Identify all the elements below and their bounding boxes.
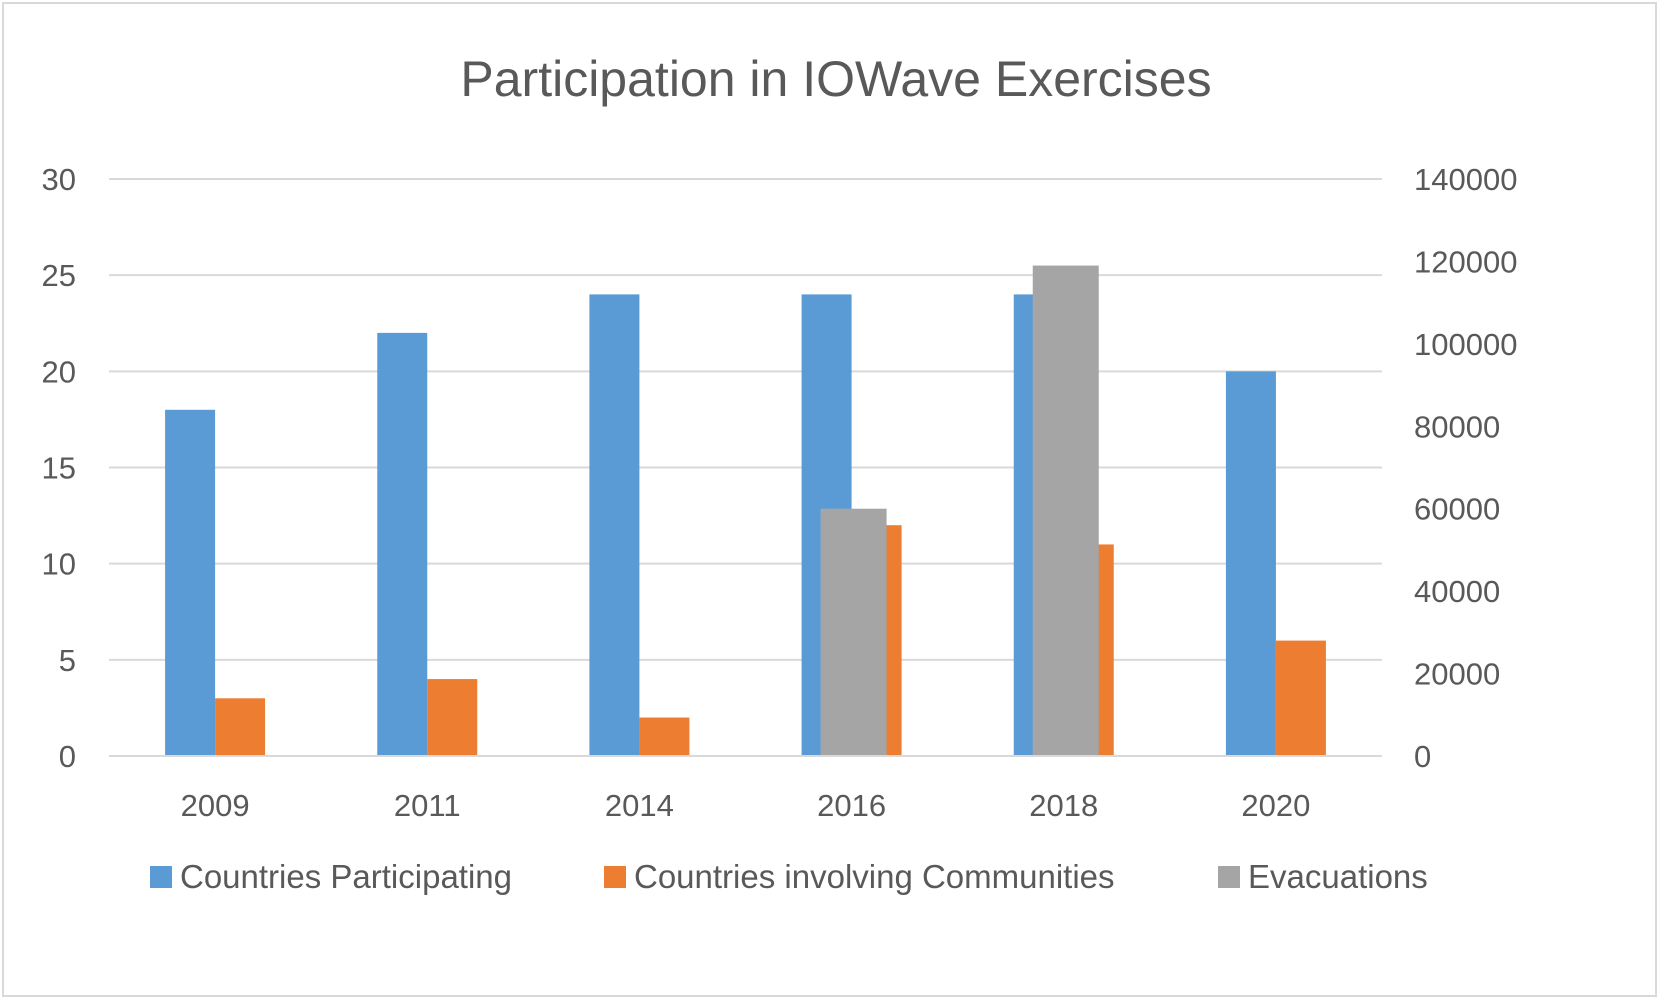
bar-countries-participating-2014 xyxy=(589,294,640,756)
chart: Participation in IOWave Exercises 0 5 10 15… xyxy=(42,51,1518,895)
right-tick-label: 120000 xyxy=(1414,244,1517,279)
legend-label: Evacuations xyxy=(1248,858,1428,895)
legend-item: Evacuations xyxy=(1218,858,1428,895)
bars xyxy=(165,265,1326,756)
left-tick-label: 10 xyxy=(42,547,76,582)
legend-swatch xyxy=(604,866,626,888)
legend-label: Countries Participating xyxy=(180,858,512,895)
bar-evacuations-2018 xyxy=(1032,265,1099,756)
left-tick-label: 15 xyxy=(42,451,76,486)
right-tick-label: 140000 xyxy=(1414,162,1517,197)
bar-countries-participating-2020 xyxy=(1225,371,1276,756)
bar-countries-involving-communities-2014 xyxy=(639,717,690,756)
x-tick-label: 2014 xyxy=(605,788,674,823)
bar-countries-involving-communities-2009 xyxy=(215,698,266,756)
gridlines xyxy=(109,178,1382,757)
legend-swatch xyxy=(1218,866,1240,888)
x-tick-label: 2016 xyxy=(817,788,886,823)
bar-evacuations-2016 xyxy=(820,508,887,756)
x-axis: 2009 2011 2014 2016 2018 2020 xyxy=(109,755,1382,823)
left-tick-label: 20 xyxy=(42,354,76,389)
legend-item: Countries Participating xyxy=(150,858,512,895)
bar-countries-participating-2011 xyxy=(377,332,428,756)
left-tick-label: 0 xyxy=(59,739,76,774)
right-tick-label: 40000 xyxy=(1414,574,1500,609)
right-tick-label: 20000 xyxy=(1414,657,1500,692)
legend-item: Countries involving Communities xyxy=(604,858,1115,895)
legend-swatch xyxy=(150,866,172,888)
x-tick-label: 2018 xyxy=(1029,788,1098,823)
bar-countries-involving-communities-2020 xyxy=(1275,640,1326,756)
bar-countries-involving-communities-2011 xyxy=(427,679,478,756)
x-tick-label: 2009 xyxy=(181,788,250,823)
chart-title: Participation in IOWave Exercises xyxy=(460,51,1211,107)
bar-countries-participating-2009 xyxy=(165,409,216,756)
left-tick-label: 30 xyxy=(42,162,76,197)
left-tick-label: 5 xyxy=(59,643,76,678)
right-tick-label: 80000 xyxy=(1414,409,1500,444)
legend-label: Countries involving Communities xyxy=(634,858,1115,895)
legend: Countries Participating Countries involvi… xyxy=(150,858,1428,895)
right-tick-label: 0 xyxy=(1414,739,1431,774)
x-tick-label: 2011 xyxy=(394,788,461,823)
x-tick-label: 2020 xyxy=(1241,788,1310,823)
right-axis: 0 20000 40000 60000 80000 100000 120000 140000 xyxy=(1414,162,1517,774)
left-axis: 0 5 10 15 20 25 30 xyxy=(42,162,76,774)
left-tick-label: 25 xyxy=(42,258,76,293)
right-tick-label: 60000 xyxy=(1414,492,1500,527)
right-tick-label: 100000 xyxy=(1414,327,1517,362)
